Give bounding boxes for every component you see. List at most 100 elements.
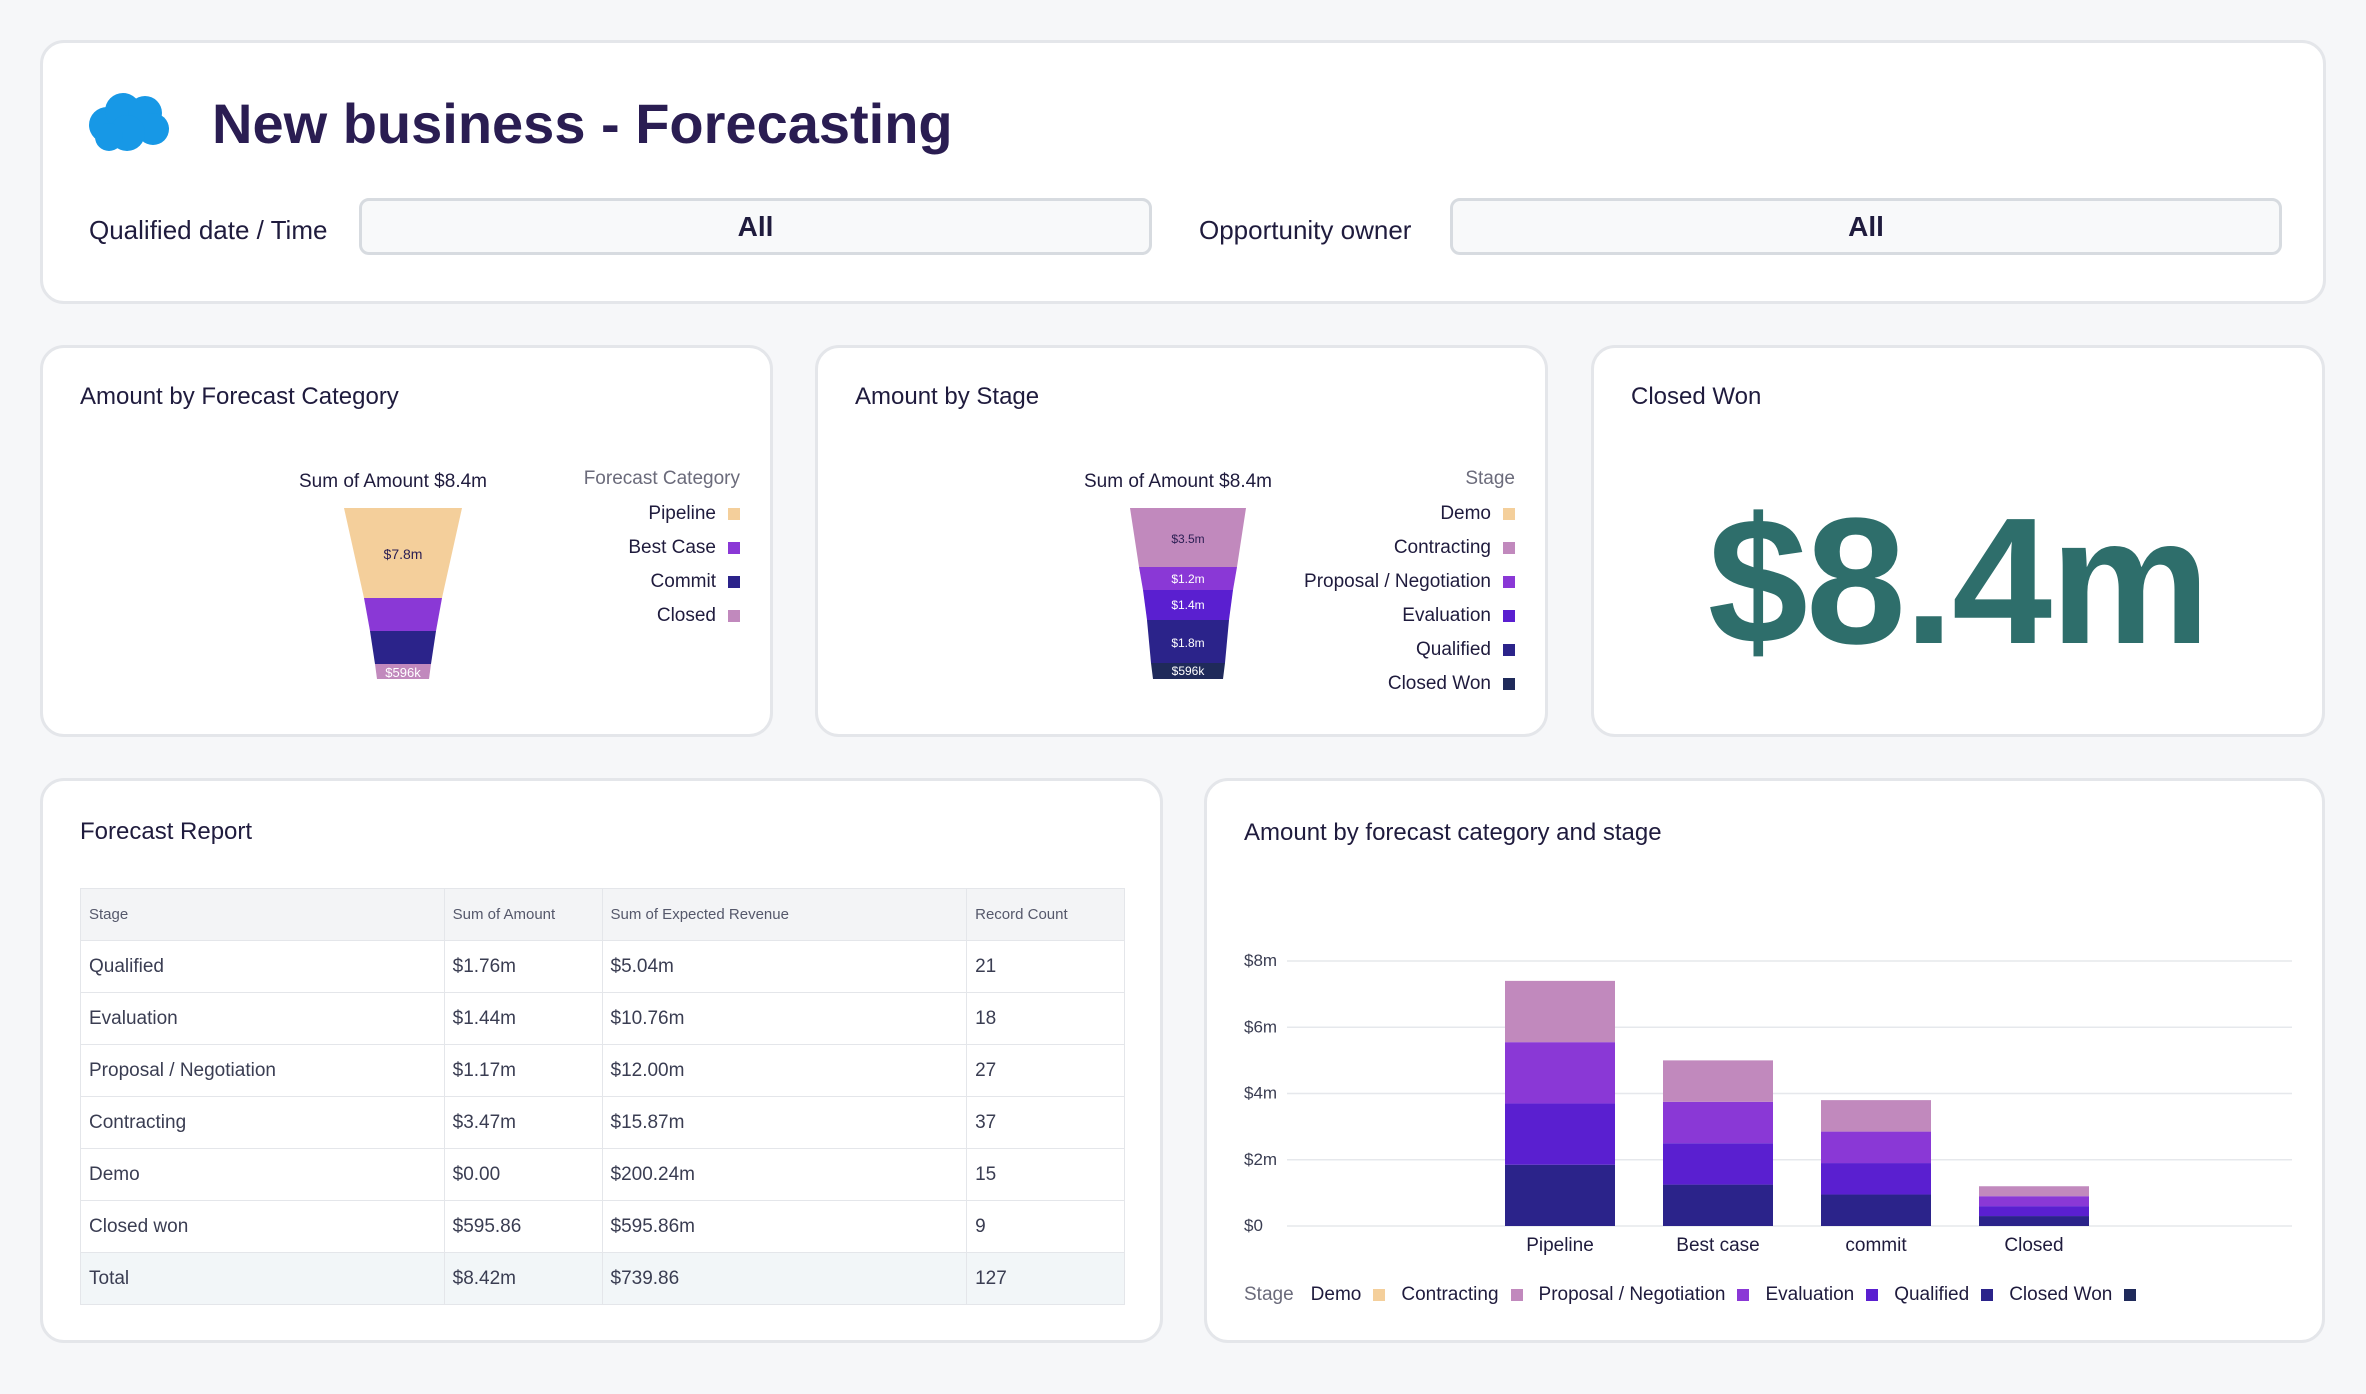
column-header[interactable]: Sum of Amount: [443, 888, 603, 941]
legend-item-qualified[interactable]: Qualified: [1894, 1284, 1994, 1306]
legend-item-closed[interactable]: Closed: [584, 599, 740, 633]
table-row[interactable]: Qualified $1.76m $5.04m 21: [80, 940, 1125, 993]
page-title: New business - Forecasting: [212, 92, 953, 155]
stacked-bar-chart: $0 $2m $4m $6m $8m Pipeline Best case commit Clo…: [1244, 951, 2292, 1256]
funnel-label: $1.4m: [1171, 598, 1204, 612]
bar-segment-qualified[interactable]: [1505, 1103, 1615, 1165]
table-row[interactable]: Contracting $3.47m $15.87m 37: [80, 1096, 1125, 1149]
opportunity-owner-filter[interactable]: All: [1450, 198, 2282, 255]
funnel-segment-evaluation[interactable]: [1143, 590, 1233, 620]
legend-item-best-case[interactable]: Best Case: [584, 531, 740, 565]
bar-segment-contracting[interactable]: [1979, 1186, 2089, 1197]
table-cell: 15: [966, 1148, 1125, 1201]
funnel-segment-closed[interactable]: [375, 664, 431, 679]
legend-item-proposal[interactable]: Proposal / Negotiation: [1304, 565, 1515, 599]
table-cell: $12.00m: [601, 1044, 968, 1097]
bar-segment-evaluation[interactable]: [1821, 1131, 1931, 1164]
legend-item-closed-won[interactable]: Closed Won: [2009, 1284, 2137, 1306]
table-row[interactable]: Proposal / Negotiation $1.17m $12.00m 27: [80, 1044, 1125, 1097]
bar-legend: Stage Demo Contracting Proposal / Negoti…: [1244, 1284, 2152, 1306]
table-cell: 27: [966, 1044, 1125, 1097]
legend-item-demo[interactable]: Demo: [1311, 1284, 1386, 1306]
table-cell: $1.17m: [443, 1044, 603, 1097]
table-cell: $739.86: [601, 1252, 968, 1305]
bar-segment-evaluation[interactable]: [1663, 1101, 1773, 1144]
stage-legend: Stage Demo Contracting Proposal / Negoti…: [1304, 468, 1515, 701]
column-header[interactable]: Sum of Expected Revenue: [601, 888, 968, 941]
funnel-segment-closed-won[interactable]: [1151, 663, 1225, 679]
legend-item-proposal[interactable]: Proposal / Negotiation: [1539, 1284, 1750, 1306]
bar-segment-evaluation[interactable]: [1505, 1042, 1615, 1104]
legend-item-demo[interactable]: Demo: [1304, 497, 1515, 531]
funnel-segment-pipeline[interactable]: [344, 508, 462, 598]
qualified-date-filter[interactable]: All: [359, 198, 1152, 255]
funnel-segment-qualified[interactable]: [1147, 620, 1229, 663]
funnel-label: $1.8m: [1171, 636, 1204, 650]
bar-segment-evaluation[interactable]: [1979, 1196, 2089, 1207]
legend-title: Forecast Category: [583, 468, 740, 489]
bar-segment-contracting[interactable]: [1505, 980, 1615, 1043]
funnel-segment-commit[interactable]: [370, 631, 436, 664]
legend-title: Stage: [1465, 468, 1515, 489]
funnel-segment-proposal[interactable]: [1139, 567, 1237, 590]
table-cell: $595.86m: [601, 1200, 968, 1253]
column-header[interactable]: Stage: [80, 888, 445, 941]
forecast-category-card: Amount by Forecast Category Sum of Amoun…: [40, 345, 773, 737]
legend-item-pipeline[interactable]: Pipeline: [584, 497, 740, 531]
table-header-row: Stage Sum of Amount Sum of Expected Reve…: [80, 888, 1125, 941]
bar-segment-closed-won[interactable]: [1821, 1194, 1931, 1226]
table-cell: Qualified: [80, 940, 445, 993]
table-cell: $15.87m: [601, 1096, 968, 1149]
legend-item-closed-won[interactable]: Closed Won: [1304, 667, 1515, 701]
y-tick-label: $0: [1244, 1216, 1263, 1235]
y-tick-label: $6m: [1244, 1017, 1277, 1036]
closed-won-card: Closed Won $8.4m: [1591, 345, 2325, 737]
legend-item-commit[interactable]: Commit: [584, 565, 740, 599]
table-row[interactable]: Closed won $595.86 $595.86m 9: [80, 1200, 1125, 1253]
bar-segment-qualified[interactable]: [1663, 1143, 1773, 1185]
funnel-segment-best-case[interactable]: [364, 598, 442, 631]
legend-item-evaluation[interactable]: Evaluation: [1765, 1284, 1879, 1306]
funnel-label: $596k: [1172, 664, 1206, 678]
bar-segment-closed-won[interactable]: [1979, 1216, 2089, 1226]
bar-segment-qualified[interactable]: [1979, 1206, 2089, 1217]
x-tick-label: Best case: [1676, 1235, 1759, 1256]
funnel-label: $596k: [385, 665, 421, 680]
legend-item-qualified[interactable]: Qualified: [1304, 633, 1515, 667]
legend-item-evaluation[interactable]: Evaluation: [1304, 599, 1515, 633]
table-cell: $10.76m: [601, 992, 968, 1045]
bar-segment-contracting[interactable]: [1821, 1100, 1931, 1132]
forecast-funnel: $7.8m $596k: [344, 508, 462, 680]
forecast-legend: Forecast Category Pipeline Best Case Com…: [584, 468, 740, 633]
stage-card: Amount by Stage Sum of Amount $8.4m $3.5…: [815, 345, 1548, 737]
table-cell: Evaluation: [80, 992, 445, 1045]
column-header[interactable]: Record Count: [966, 888, 1125, 941]
card-title: Forecast Report: [80, 818, 253, 845]
bar-segment-qualified[interactable]: [1821, 1163, 1931, 1195]
table-cell: $595.86: [443, 1200, 603, 1253]
y-tick-label: $8m: [1244, 951, 1277, 970]
table-cell: 127: [966, 1252, 1125, 1305]
card-title: Amount by forecast category and stage: [1244, 819, 1662, 846]
filter-label-opportunity-owner: Opportunity owner: [1199, 215, 1412, 245]
bar-segment-closed-won[interactable]: [1663, 1184, 1773, 1226]
legend-item-contracting[interactable]: Contracting: [1304, 531, 1515, 565]
table-cell: $5.04m: [601, 940, 968, 993]
table-cell: $1.44m: [443, 992, 603, 1045]
table-row[interactable]: Demo $0.00 $200.24m 15: [80, 1148, 1125, 1201]
table-row[interactable]: Evaluation $1.44m $10.76m 18: [80, 992, 1125, 1045]
bar-segment-contracting[interactable]: [1663, 1060, 1773, 1102]
table-cell: 18: [966, 992, 1125, 1045]
legend-item-contracting[interactable]: Contracting: [1401, 1284, 1523, 1306]
table-cell: Closed won: [80, 1200, 445, 1253]
table-cell: Demo: [80, 1148, 445, 1201]
bar-segment-closed-won[interactable]: [1505, 1164, 1615, 1226]
funnel-segment-contracting[interactable]: [1130, 508, 1246, 567]
table-cell: Total: [80, 1252, 445, 1305]
table-cell: 9: [966, 1200, 1125, 1253]
card-title: Closed Won: [1631, 383, 1762, 410]
stage-funnel: $3.5m $1.2m $1.4m $1.8m $596k: [1130, 508, 1246, 679]
table-cell: 21: [966, 940, 1125, 993]
funnel-label: $1.2m: [1171, 572, 1204, 586]
table-total-row[interactable]: Total $8.42m $739.86 127: [80, 1252, 1125, 1305]
